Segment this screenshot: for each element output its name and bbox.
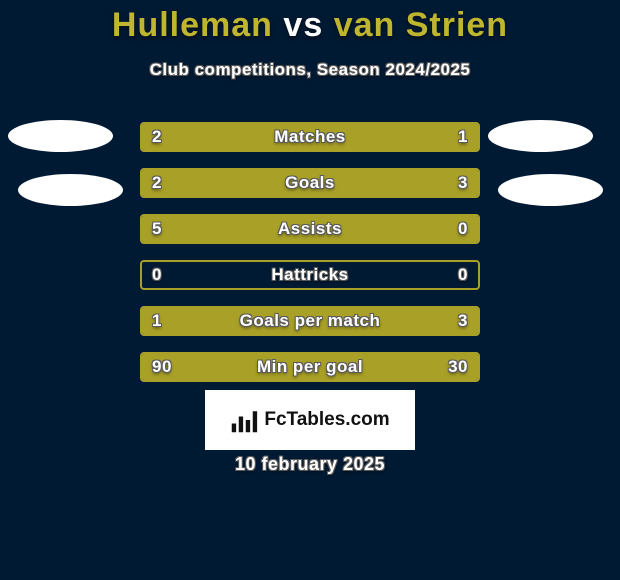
logo-text: FcTables.com: [264, 409, 389, 431]
title-vs: vs: [283, 6, 323, 44]
stat-right-value: 3: [458, 308, 468, 334]
stat-row: 5Assists0: [140, 214, 480, 244]
avatar-oval: [8, 120, 113, 152]
avatar-oval: [18, 174, 123, 206]
stat-right-value: 0: [458, 216, 468, 242]
stat-right-value: 0: [458, 262, 468, 288]
stat-right-value: 3: [458, 170, 468, 196]
stat-row: 2Goals3: [140, 168, 480, 198]
stat-row: 90Min per goal30: [140, 352, 480, 382]
stat-label: Matches: [142, 124, 478, 150]
stat-row: 2Matches1: [140, 122, 480, 152]
stat-rows-container: 2Matches12Goals35Assists00Hattricks01Goa…: [140, 122, 480, 398]
stat-right-value: 30: [448, 354, 468, 380]
avatar-oval: [488, 120, 593, 152]
subtitle: Club competitions, Season 2024/2025: [0, 60, 620, 80]
comparison-title: Hulleman vs van Strien: [0, 6, 620, 45]
stat-row: 1Goals per match3: [140, 306, 480, 336]
date-text: 10 february 2025: [0, 454, 620, 475]
stat-label: Goals per match: [142, 308, 478, 334]
stat-label: Assists: [142, 216, 478, 242]
stat-label: Hattricks: [142, 262, 478, 288]
stat-label: Min per goal: [142, 354, 478, 380]
logo-box: FcTables.com: [205, 390, 415, 450]
stat-row: 0Hattricks0: [140, 260, 480, 290]
player-right-name: van Strien: [334, 6, 508, 44]
player-left-name: Hulleman: [112, 6, 273, 44]
stat-right-value: 1: [458, 124, 468, 150]
stat-label: Goals: [142, 170, 478, 196]
avatar-oval: [498, 174, 603, 206]
bar-chart-icon: [230, 406, 258, 434]
